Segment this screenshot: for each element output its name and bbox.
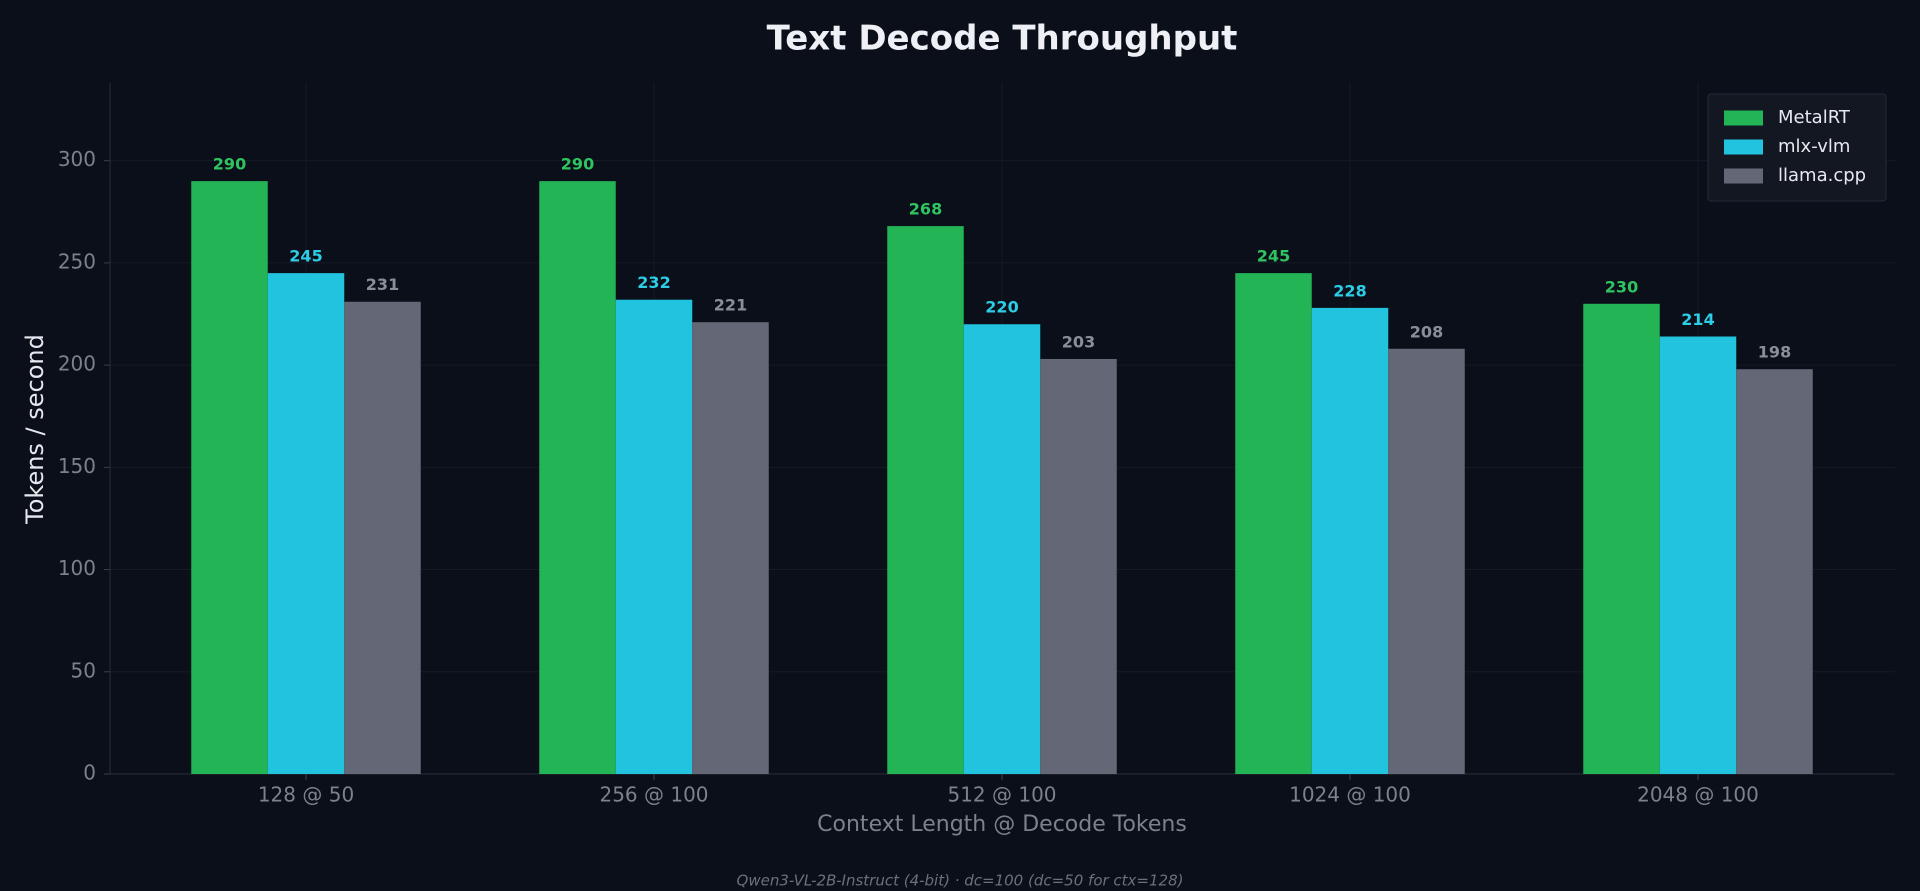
value-label: 214 — [1681, 310, 1714, 329]
y-axis-label: Tokens / second — [21, 334, 49, 525]
bar — [539, 181, 616, 774]
value-label: 230 — [1605, 277, 1638, 296]
x-tick-label: 1024 @ 100 — [1289, 783, 1411, 807]
bar — [344, 301, 421, 774]
bar — [615, 299, 693, 774]
footnote: Qwen3-VL-2B-Instruct (4-bit) · dc=100 (d… — [737, 872, 1184, 890]
x-tick-label: 128 @ 50 — [258, 783, 354, 807]
legend-swatch — [1724, 168, 1763, 184]
bar — [692, 322, 769, 774]
bar — [191, 181, 268, 774]
bar — [1388, 348, 1465, 774]
y-tick-label: 250 — [58, 249, 96, 273]
bar — [1040, 358, 1117, 774]
legend-label: llama.cpp — [1778, 165, 1866, 186]
value-label: 290 — [561, 155, 594, 174]
bar — [887, 226, 964, 774]
y-tick-label: 200 — [58, 352, 96, 376]
y-tick-label: 0 — [83, 761, 96, 785]
x-tick-label: 256 @ 100 — [599, 783, 708, 807]
bar — [1736, 369, 1813, 774]
bar — [1235, 273, 1312, 774]
value-label: 221 — [714, 296, 747, 315]
chart-title: Text Decode Throughput — [767, 19, 1238, 59]
x-tick-label: 2048 @ 100 — [1637, 783, 1759, 807]
bar — [1583, 303, 1660, 774]
value-label: 290 — [213, 155, 246, 174]
legend-label: mlx-vlm — [1778, 136, 1850, 157]
value-label: 198 — [1758, 343, 1791, 362]
y-tick-label: 150 — [58, 454, 96, 478]
value-label: 220 — [985, 298, 1018, 317]
bar — [963, 324, 1041, 774]
value-label: 203 — [1062, 332, 1095, 351]
y-tick-label: 300 — [58, 147, 96, 171]
legend-swatch — [1724, 110, 1763, 126]
x-axis-label: Context Length @ Decode Tokens — [817, 812, 1187, 837]
value-label: 245 — [1257, 247, 1290, 266]
value-label: 231 — [366, 275, 399, 294]
bar — [1659, 336, 1737, 774]
value-label: 228 — [1333, 281, 1366, 300]
bar — [1311, 307, 1389, 774]
bar — [267, 273, 345, 774]
y-tick-label: 50 — [71, 658, 96, 682]
legend-label: MetalRT — [1778, 107, 1851, 128]
legend-swatch — [1724, 139, 1763, 155]
value-label: 245 — [289, 247, 322, 266]
value-label: 268 — [909, 200, 942, 219]
value-label: 232 — [637, 273, 670, 292]
x-tick-label: 512 @ 100 — [947, 783, 1056, 807]
y-tick-label: 100 — [58, 556, 96, 580]
value-label: 208 — [1410, 322, 1443, 341]
